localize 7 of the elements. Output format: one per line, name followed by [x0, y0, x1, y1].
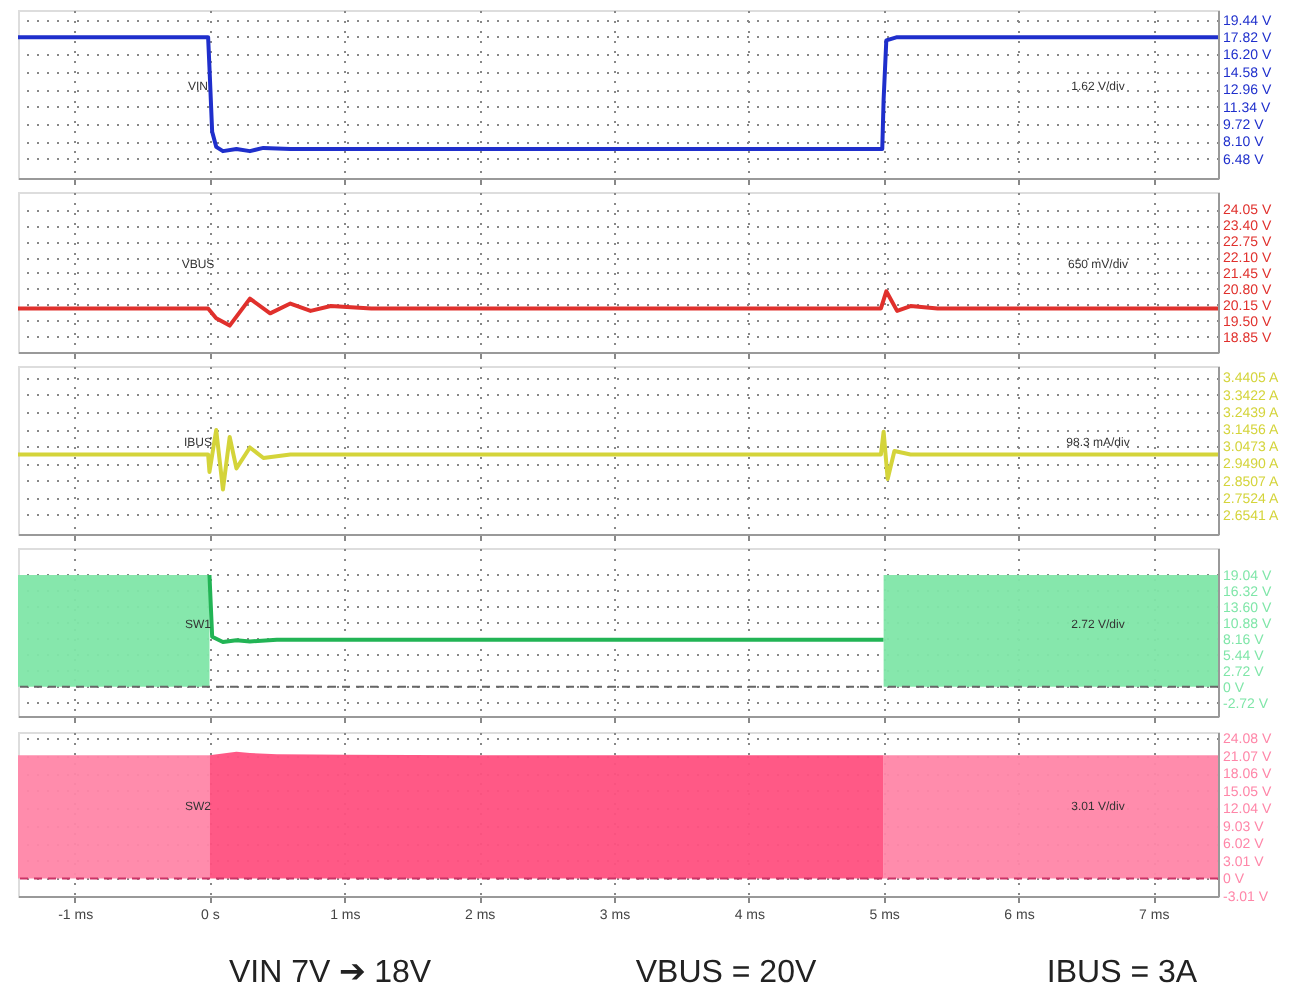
line-series: [207, 572, 886, 644]
line-series: [18, 35, 1218, 154]
text: VBUS = 20V: [635, 956, 817, 984]
text: VIN 7V ➔ 18V: [228, 956, 432, 984]
line-series: [18, 427, 1218, 492]
text: IBUS = 3A: [1046, 956, 1198, 984]
line-series: [18, 289, 1218, 328]
